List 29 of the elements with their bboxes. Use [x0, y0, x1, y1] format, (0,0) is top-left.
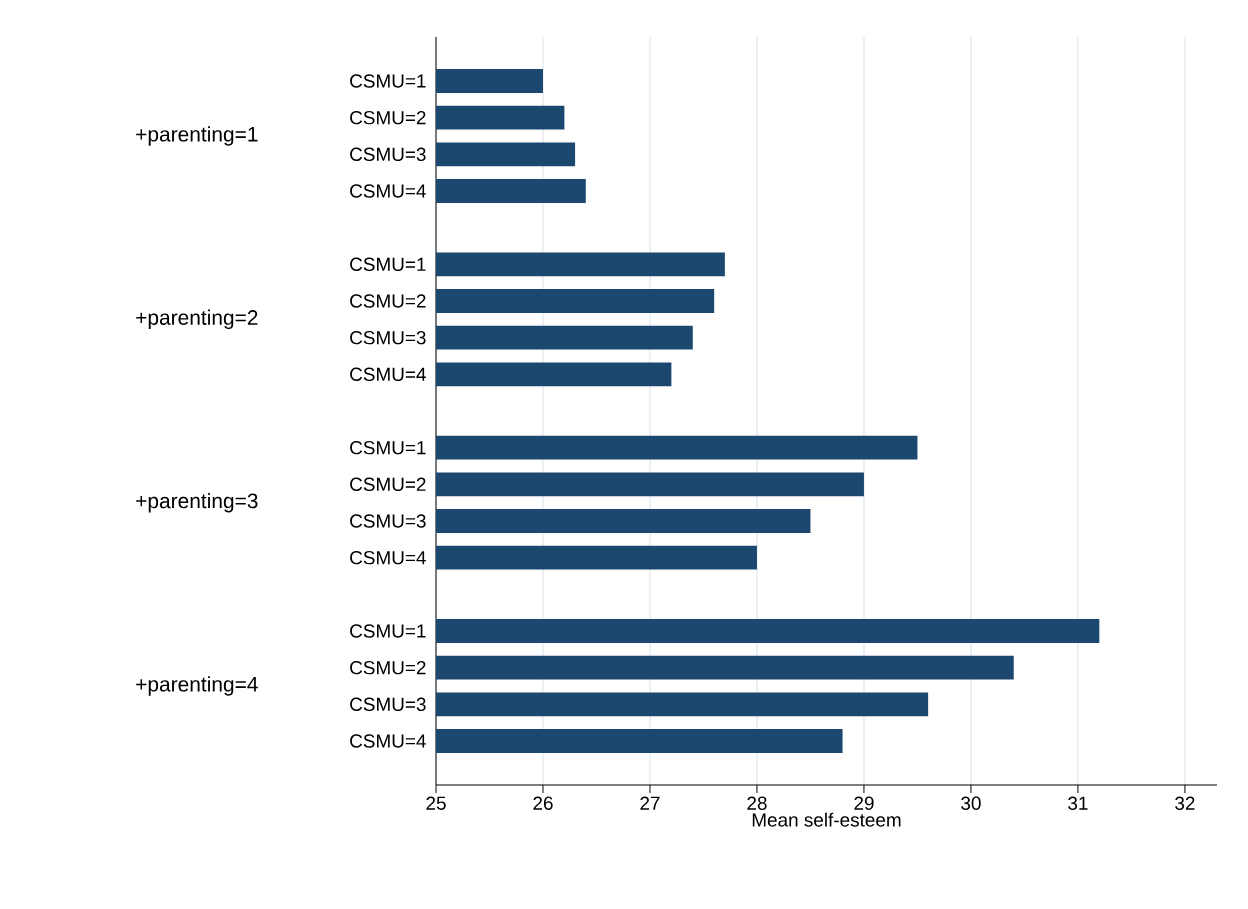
y-tick-label: CSMU=4 — [350, 550, 426, 565]
text: +parenting=1 — [136, 126, 258, 146]
text: +parenting=3 — [136, 492, 258, 513]
x-tick-label: 32 — [1175, 796, 1195, 810]
y-tick-label: CSMU=4 — [350, 734, 426, 748]
y-tick-label: CSMU=1 — [350, 624, 426, 638]
y-tick-label: CSMU=2 — [350, 294, 426, 308]
x-axis-title: Mean self-esteem — [752, 812, 901, 827]
y-tick-label: CSMU=1 — [350, 257, 426, 272]
text: +parenting=2 — [136, 309, 258, 330]
y-tick-label: CSMU=2 — [350, 110, 426, 125]
x-tick-label: 25 — [426, 796, 446, 810]
y-tick-label: CSMU=3 — [350, 330, 426, 345]
y-tick-label: CSMU=3 — [350, 697, 426, 712]
y-tick-label: CSMU=2 — [350, 660, 426, 675]
x-tick-label: 27 — [640, 796, 660, 810]
y-tick-label: CSMU=1 — [350, 74, 426, 88]
text: +parenting=4 — [136, 676, 258, 696]
x-tick-label: 28 — [747, 796, 767, 810]
y-tick-label: CSMU=4 — [350, 184, 426, 198]
y-tick-label: CSMU=4 — [350, 367, 426, 382]
y-tick-label: CSMU=3 — [350, 147, 426, 162]
y-tick-label: CSMU=2 — [350, 477, 426, 492]
y-tick-label: CSMU=3 — [350, 514, 426, 528]
y-tick-label: CSMU=1 — [350, 440, 426, 455]
x-tick-label: 29 — [854, 796, 874, 810]
x-tick-label: 26 — [533, 796, 553, 810]
x-tick-label: 31 — [1068, 796, 1088, 810]
x-tick-label: 30 — [961, 796, 981, 810]
